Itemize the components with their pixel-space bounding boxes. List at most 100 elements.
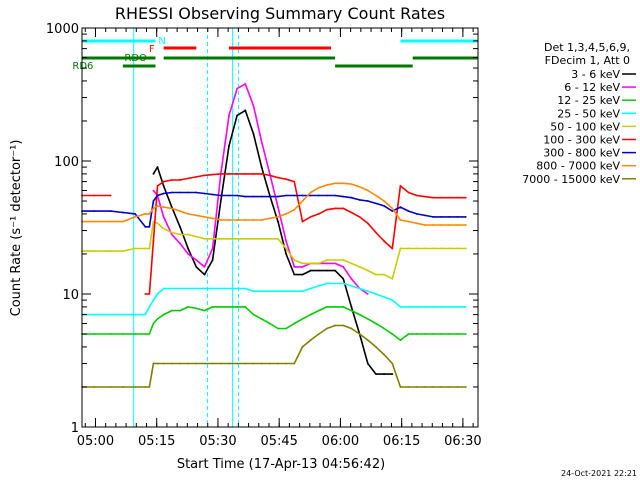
series-point-2-13 (195, 307, 198, 310)
x-tick-label-4: 06:00 (322, 434, 359, 449)
series-point-5-29 (326, 208, 328, 211)
series-point-2-18 (236, 305, 239, 308)
series-point-0-15 (211, 259, 214, 261)
series-point-5-42 (432, 196, 434, 199)
series-point-2-22 (268, 322, 271, 325)
series-point-5-9 (162, 180, 165, 183)
series-point-8-6 (148, 386, 151, 388)
series-point-1-18 (236, 87, 239, 90)
series-point-7-4 (134, 215, 136, 218)
series-point-6-22 (268, 195, 271, 198)
series-point-4-36 (383, 273, 386, 276)
series-point-6-10 (170, 191, 173, 194)
series-point-1-9 (162, 215, 165, 218)
series-point-6-3 (121, 211, 124, 214)
series-point-2-26 (301, 317, 304, 320)
series-point-6-5 (144, 225, 147, 228)
series-point-4-4 (134, 247, 136, 250)
series-point-2-45 (456, 333, 459, 335)
series-point-2-38 (399, 339, 402, 342)
series-point-5-6 (148, 293, 151, 295)
series-point-5-25 (293, 180, 296, 183)
series-point-6-12 (187, 191, 190, 194)
series-point-2-30 (334, 305, 337, 308)
series-point-8-30 (334, 324, 337, 327)
series-point-8-4 (134, 386, 136, 388)
series-point-7-15 (211, 217, 214, 220)
x-tick-label-2: 05:30 (199, 434, 236, 449)
series-point-7-27 (309, 191, 312, 194)
series-point-5-23 (277, 176, 279, 179)
series-point-3-16 (219, 287, 222, 290)
series-point-3-9 (162, 287, 165, 290)
series-point-4-21 (260, 237, 263, 240)
series-point-5-34 (366, 222, 369, 225)
series-point-1-29 (326, 262, 328, 265)
series-point-4-38 (399, 247, 402, 250)
series-point-7-1 (93, 220, 96, 223)
series-point-7-35 (375, 194, 377, 197)
series-point-4-27 (309, 262, 312, 265)
series-point-2-44 (448, 333, 451, 335)
series-point-6-9 (162, 192, 165, 195)
series-point-2-34 (366, 317, 369, 320)
series-point-3-29 (326, 282, 328, 285)
x-tick-label-1: 05:15 (138, 434, 175, 449)
series-point-3-6 (148, 305, 151, 308)
series-point-8-9 (162, 362, 165, 365)
series-point-7-30 (334, 182, 337, 185)
series-point-2-4 (134, 333, 136, 335)
series-point-2-21 (260, 317, 263, 320)
series-point-3-42 (432, 305, 434, 308)
x-tick-label-6: 06:30 (444, 434, 481, 449)
series-point-7-42 (432, 224, 434, 226)
legend-label-0: 3 - 6 keV (571, 68, 620, 81)
series-point-3-26 (301, 290, 304, 293)
series-point-4-15 (211, 237, 214, 240)
series-point-3-22 (268, 290, 271, 293)
series-point-7-7 (152, 207, 155, 210)
series-point-5-40 (415, 194, 418, 197)
series-point-2-33 (358, 313, 361, 316)
legend-label-8: 7000 - 15000 keV (522, 173, 620, 186)
series-point-5-11 (179, 179, 181, 181)
y-tick-label-2: 100 (54, 155, 79, 170)
series-point-3-39 (407, 305, 410, 308)
series-point-0-9 (162, 184, 165, 187)
series-point-0-13 (195, 265, 198, 268)
series-point-7-31 (342, 182, 345, 185)
series-point-6-30 (334, 194, 337, 197)
series-point-7-13 (195, 214, 198, 217)
series-point-6-28 (317, 194, 320, 197)
plot-frame (81, 27, 479, 428)
series-point-0-35 (375, 373, 377, 375)
series-point-2-16 (219, 305, 222, 308)
series-point-4-17 (228, 237, 230, 240)
series-point-7-34 (366, 189, 369, 192)
series-point-8-18 (236, 362, 239, 365)
series-point-6-33 (358, 198, 361, 201)
series-point-1-10 (170, 233, 173, 236)
series-point-7-8 (156, 204, 159, 207)
series-point-8-20 (252, 362, 255, 365)
series-point-4-42 (432, 247, 434, 250)
series-point-4-39 (407, 247, 410, 250)
series-point-4-41 (424, 247, 426, 250)
series-point-4-22 (268, 237, 271, 240)
series-point-5-30 (334, 207, 337, 210)
series-point-7-14 (203, 215, 206, 218)
series-point-5-26 (301, 220, 304, 223)
series-point-6-18 (236, 194, 239, 197)
series-point-2-7 (152, 322, 155, 325)
series-point-3-44 (448, 305, 451, 308)
series-point-2-31 (342, 305, 345, 308)
series-point-8-16 (219, 362, 222, 365)
series-point-5-20 (252, 172, 255, 175)
series-point-5-22 (268, 174, 271, 177)
series-point-4-40 (415, 247, 418, 250)
series-point-3-28 (317, 285, 320, 287)
series-point-7-44 (448, 224, 451, 226)
series-point-0-12 (187, 247, 190, 250)
series-point-4-33 (358, 265, 361, 268)
series-point-4-2 (109, 250, 112, 253)
